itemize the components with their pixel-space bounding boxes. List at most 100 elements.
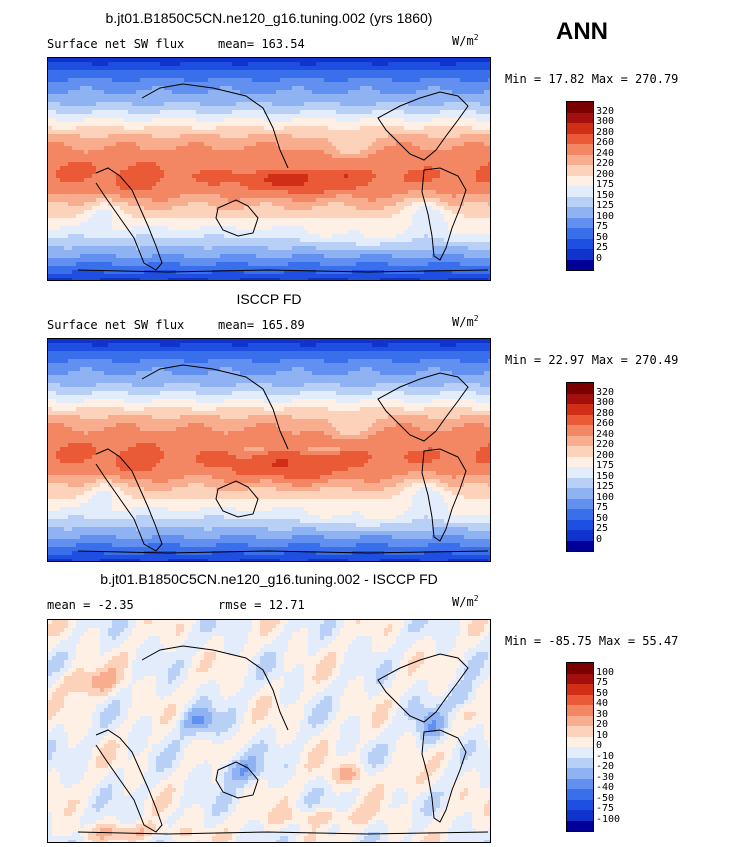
map-cell (200, 90, 205, 95)
map-cell (88, 174, 93, 179)
map-cell (408, 202, 413, 207)
map-cell (288, 118, 293, 123)
map-cell (368, 142, 373, 147)
map-cell (256, 154, 261, 159)
map-cell (204, 102, 209, 107)
map-cell (404, 90, 409, 95)
map-cell (332, 174, 337, 179)
map-cell (100, 218, 105, 223)
map-cell (332, 214, 337, 219)
map-cell (256, 214, 261, 219)
map-cell (384, 158, 389, 163)
map-cell (384, 218, 389, 223)
map-cell (56, 58, 61, 63)
map-cell (180, 186, 185, 191)
map-cell (248, 130, 253, 135)
map-cell (112, 126, 117, 131)
map-cell (88, 98, 93, 103)
map-cell (164, 62, 169, 67)
map-cell (376, 102, 381, 107)
map-cell (480, 90, 485, 95)
map-cell (224, 102, 229, 107)
map-cell (320, 110, 325, 115)
map-cell (304, 186, 309, 191)
map-cell (368, 234, 373, 239)
map-cell (148, 222, 153, 227)
map-cell (396, 230, 401, 235)
map-cell (296, 58, 301, 63)
map-cell (344, 202, 349, 207)
map-cell (300, 70, 305, 75)
map-cell (192, 146, 197, 151)
map-cell (276, 134, 281, 139)
map-cell (392, 202, 397, 207)
map-cell (48, 114, 53, 119)
map-cell (260, 142, 265, 147)
map-cell (364, 166, 369, 171)
map-cell (112, 78, 117, 83)
map-cell (300, 222, 305, 227)
map-cell (364, 70, 369, 75)
map-cell (328, 202, 333, 207)
map-cell (64, 218, 69, 223)
map-cell (236, 118, 241, 123)
map-cell (168, 62, 173, 67)
map-cell (372, 90, 377, 95)
map-cell (484, 82, 489, 87)
map-cell (284, 82, 289, 87)
map-cell (52, 178, 57, 183)
map-cell (260, 70, 265, 75)
map-cell (328, 58, 333, 63)
map-cell (268, 134, 273, 139)
map-cell (284, 190, 289, 195)
map-cell (76, 226, 81, 231)
map-cell (100, 74, 105, 79)
map-cell (336, 170, 341, 175)
map-cell (332, 130, 337, 135)
map-cell (252, 210, 257, 215)
map-cell (280, 198, 285, 203)
map-cell (108, 126, 113, 131)
map-cell (476, 98, 481, 103)
map-cell (340, 174, 345, 179)
map-cell (60, 198, 65, 203)
map-cell (124, 78, 129, 83)
map-cell (460, 94, 465, 99)
map-cell (180, 78, 185, 83)
map-cell (324, 170, 329, 175)
map-cell (80, 158, 85, 163)
map-cell (304, 198, 309, 203)
map-cell (316, 206, 321, 211)
map-cell (472, 114, 477, 119)
map-cell (416, 122, 421, 127)
map-cell (76, 130, 81, 135)
map-cell (88, 210, 93, 215)
map-cell (428, 154, 433, 159)
map-cell (184, 114, 189, 119)
map-cell (136, 206, 141, 211)
map-cell (428, 146, 433, 151)
map-cell (324, 102, 329, 107)
map-cell (452, 146, 457, 151)
map-cell (76, 146, 81, 151)
map-cell (64, 178, 69, 183)
map-cell (304, 226, 309, 231)
map-cell (68, 226, 73, 231)
map-cell (364, 154, 369, 159)
map-cell (208, 206, 213, 211)
map-cell (92, 162, 97, 167)
map-cell (108, 58, 113, 63)
map-cell (144, 74, 149, 79)
map-cell (112, 162, 117, 167)
map-cell (468, 66, 473, 71)
map-cell (324, 202, 329, 207)
map-cell (328, 174, 333, 179)
map-cell (264, 154, 269, 159)
map-cell (436, 234, 441, 239)
map-cell (312, 62, 317, 67)
map-cell (356, 78, 361, 83)
map-cell (164, 190, 169, 195)
map-cell (56, 166, 61, 171)
map-cell (144, 98, 149, 103)
map-cell (120, 102, 125, 107)
